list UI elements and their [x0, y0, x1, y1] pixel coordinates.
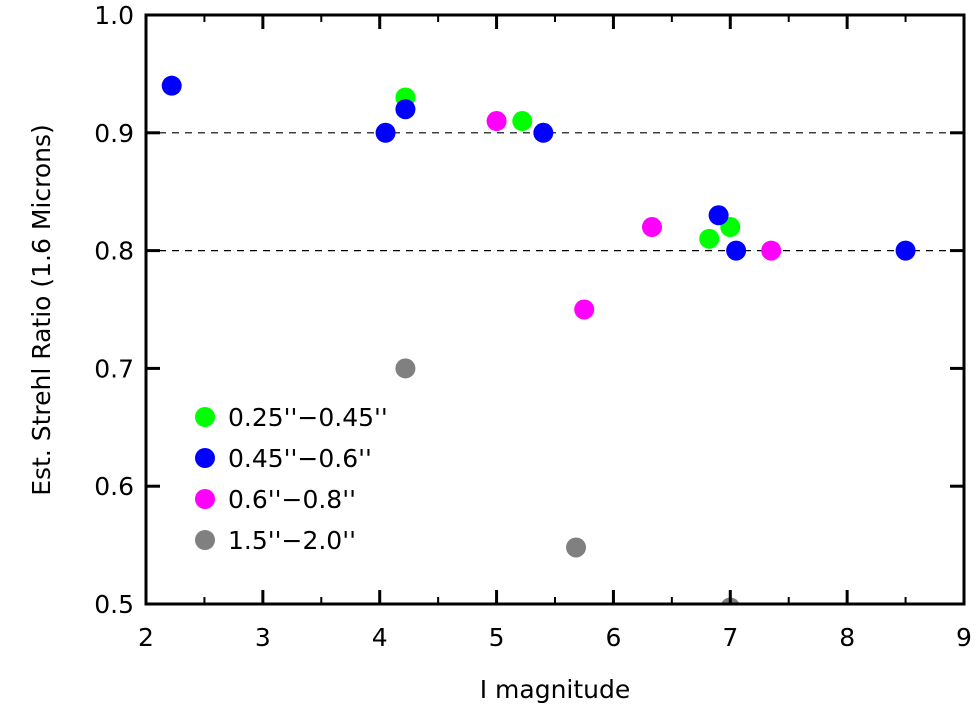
legend-label: 0.45''−0.6'' [228, 444, 372, 473]
y-tick-label: 0.9 [94, 119, 134, 148]
x-axis-label: I magnitude [480, 675, 631, 704]
y-tick-label: 1.0 [94, 1, 134, 30]
y-tick-label: 0.7 [94, 354, 134, 383]
data-point-series-2 [574, 299, 595, 320]
axis-ticks [144, 13, 966, 606]
legend-marker [195, 407, 215, 427]
data-point-series-3 [566, 537, 587, 558]
axis-tick-labels: 2 3 4 5 6 7 8 9 0.5 0.6 0.7 0.8 0.9 1.0 [94, 1, 972, 652]
data-point-series-1 [161, 75, 182, 96]
legend-marker [195, 489, 215, 509]
data-point-series-2 [641, 217, 662, 238]
legend-label: 1.5''−2.0'' [228, 526, 356, 555]
legend-label: 0.6''−0.8'' [228, 485, 356, 514]
data-point-series-1 [533, 122, 554, 143]
data-point-series-1 [375, 122, 396, 143]
data-point-series-0 [512, 111, 533, 132]
y-axis-label: Est. Strehl Ratio (1.6 Microns) [27, 124, 56, 496]
y-tick-label: 0.8 [94, 237, 134, 266]
x-tick-label: 7 [722, 623, 738, 652]
x-tick-label: 2 [138, 623, 154, 652]
legend-marker [195, 448, 215, 468]
x-tick-label: 5 [489, 623, 505, 652]
data-point-series-1 [708, 205, 729, 226]
legend: 0.25''−0.45'' 0.45''−0.6'' 0.6''−0.8'' 1.5'… [195, 403, 388, 555]
x-tick-label: 9 [956, 623, 972, 652]
data-point-series-1 [895, 240, 916, 261]
data-point-series-1 [726, 240, 747, 261]
data-point-series-3 [395, 358, 416, 379]
data-point-series-2 [486, 111, 507, 132]
plot-frame [144, 13, 966, 606]
x-tick-label: 8 [839, 623, 855, 652]
data-point-series-2 [761, 240, 782, 261]
data-points [161, 75, 916, 604]
x-tick-label: 3 [255, 623, 271, 652]
legend-label: 0.25''−0.45'' [228, 403, 388, 432]
x-tick-label: 4 [372, 623, 388, 652]
y-tick-label: 0.6 [94, 472, 134, 501]
reference-lines [146, 132, 964, 252]
data-point-series-0 [699, 228, 720, 249]
y-tick-label: 0.5 [94, 590, 134, 619]
legend-marker [195, 530, 215, 550]
data-point-series-1 [395, 99, 416, 120]
x-tick-label: 6 [605, 623, 621, 652]
